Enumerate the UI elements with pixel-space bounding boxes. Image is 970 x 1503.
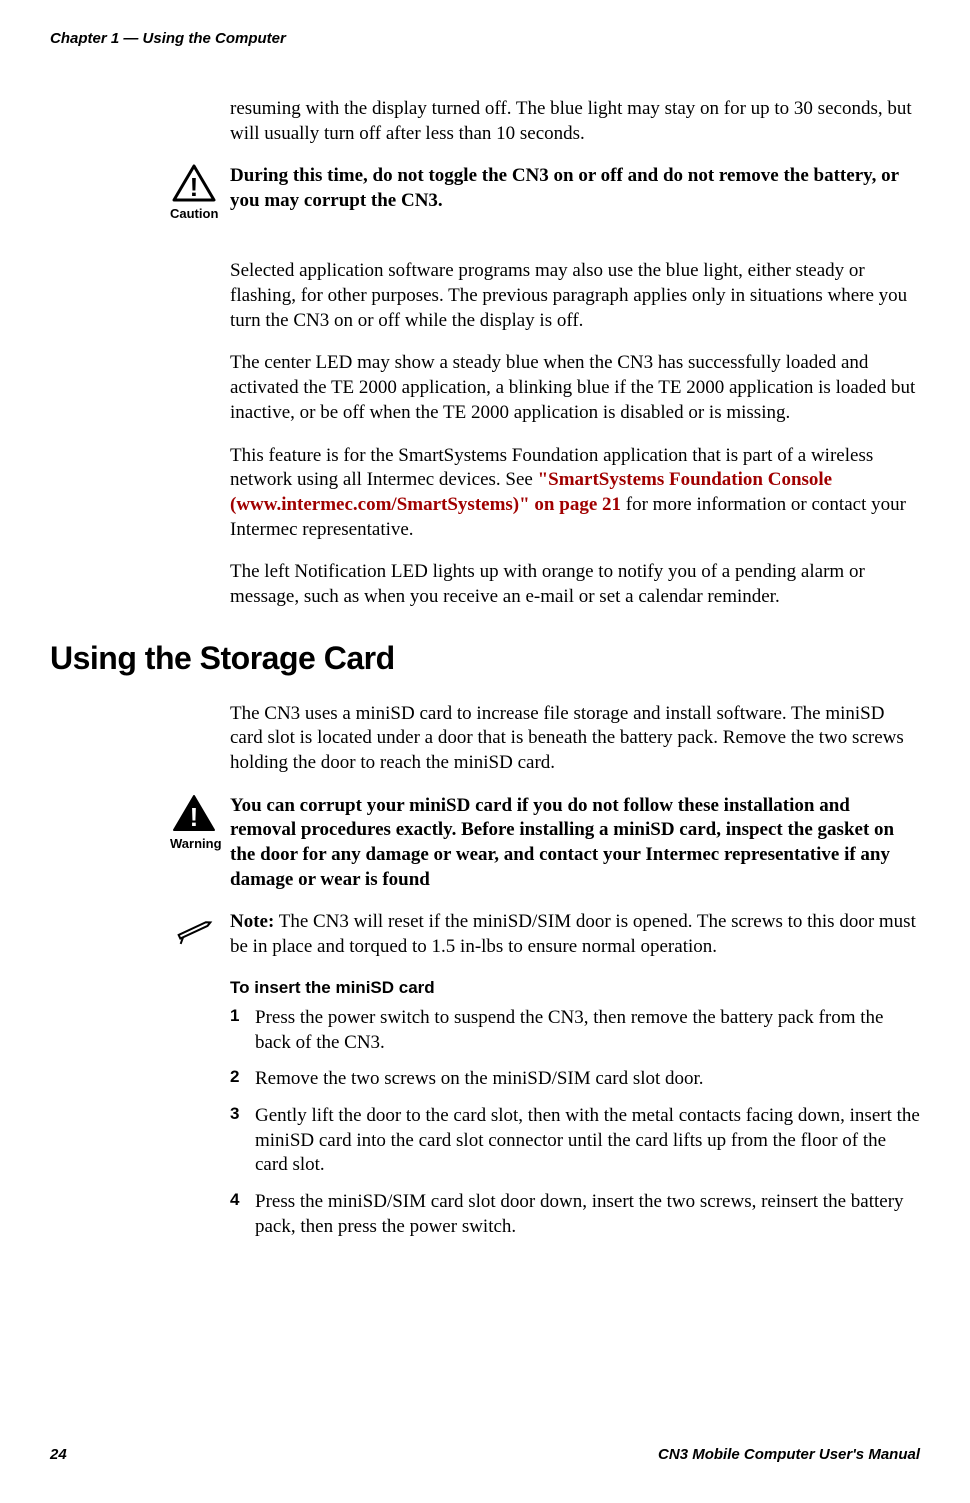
caution-body: During this time, do not toggle the CN3 … [230,164,920,213]
paragraph: The center LED may show a steady blue wh… [230,351,920,425]
warning-icon-container: ! Warning [50,794,230,851]
svg-text:!: ! [190,172,199,202]
body-text: The left Notification LED lights up with… [230,560,920,609]
warning-icon: ! [170,794,218,834]
chapter-header: Chapter 1 — Using the Computer [50,30,920,47]
caution-text: During this time, do not toggle the CN3 … [230,164,920,213]
caution-icon-container: ! Caution [50,164,230,221]
note-body: Note: The CN3 will reset if the miniSD/S… [230,910,920,959]
warning-callout: ! Warning You can corrupt your miniSD ca… [50,794,920,893]
section-heading: Using the Storage Card [50,640,920,677]
note-icon-container [50,910,230,950]
note-text: Note: The CN3 will reset if the miniSD/S… [230,910,920,959]
note-icon [170,910,218,950]
note-content: The CN3 will reset if the miniSD/SIM doo… [230,911,916,957]
list-item: 4 Press the miniSD/SIM card slot door do… [230,1190,920,1239]
paragraph: resuming with the display turned off. Th… [230,97,920,146]
list-item: 1 Press the power switch to suspend the … [230,1006,920,1055]
page-footer: 24 CN3 Mobile Computer User's Manual [50,1446,920,1463]
svg-text:!: ! [190,802,199,832]
paragraph: The CN3 uses a miniSD card to increase f… [230,702,920,776]
manual-title: CN3 Mobile Computer User's Manual [658,1446,920,1463]
body-text: This feature is for the SmartSystems Fou… [230,444,920,543]
step-text: Gently lift the door to the card slot, t… [255,1104,920,1178]
step-text: Press the power switch to suspend the CN… [255,1006,920,1055]
step-number: 3 [230,1104,255,1178]
caution-icon: ! [170,164,218,204]
list-item: 2 Remove the two screws on the miniSD/SI… [230,1067,920,1092]
body-text: resuming with the display turned off. Th… [230,97,920,146]
body-text: The CN3 uses a miniSD card to increase f… [230,702,920,776]
paragraph: The left Notification LED lights up with… [230,560,920,609]
step-text: Press the miniSD/SIM card slot door down… [255,1190,920,1239]
procedure-heading: To insert the miniSD card [230,978,920,998]
caution-label: Caution [170,206,218,221]
warning-text: You can corrupt your miniSD card if you … [230,794,920,893]
warning-label: Warning [170,836,222,851]
warning-body: You can corrupt your miniSD card if you … [230,794,920,893]
step-number: 4 [230,1190,255,1239]
numbered-list: 1 Press the power switch to suspend the … [230,1006,920,1240]
list-item: 3 Gently lift the door to the card slot,… [230,1104,920,1178]
step-number: 1 [230,1006,255,1055]
body-text: Selected application software programs m… [230,259,920,333]
note-callout: Note: The CN3 will reset if the miniSD/S… [50,910,920,959]
caution-callout: ! Caution During this time, do not toggl… [50,164,920,221]
paragraph: Selected application software programs m… [230,259,920,333]
page-number: 24 [50,1446,67,1463]
paragraph: This feature is for the SmartSystems Fou… [230,444,920,543]
step-text: Remove the two screws on the miniSD/SIM … [255,1067,920,1092]
step-number: 2 [230,1067,255,1092]
body-text: The center LED may show a steady blue wh… [230,351,920,425]
note-label: Note: [230,911,274,932]
